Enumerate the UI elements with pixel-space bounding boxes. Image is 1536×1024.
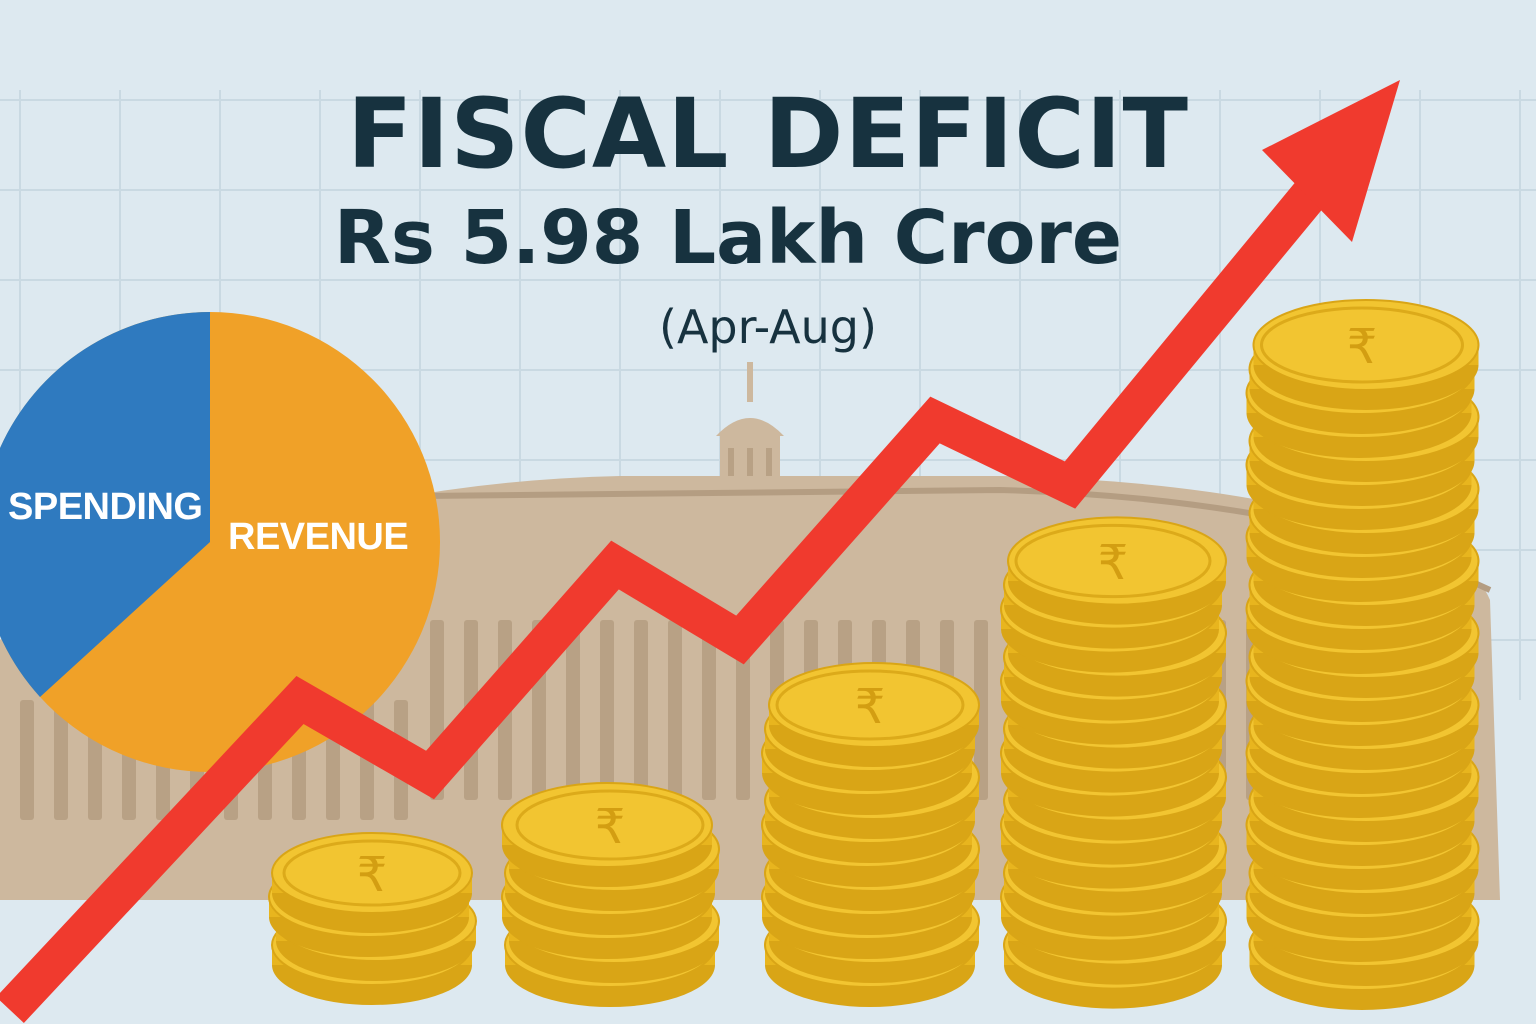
rupee-coin-icon: ₹ [595, 799, 626, 855]
period-label: (Apr-Aug) [659, 300, 877, 354]
rupee-coin-icon: ₹ [855, 679, 886, 735]
pie-label-spending: SPENDING [8, 486, 203, 528]
page-title: FISCAL DEFICIT [347, 78, 1189, 190]
rupee-coin-icon: ₹ [357, 847, 388, 903]
rupee-coin-icon: ₹ [1347, 319, 1378, 375]
coin-stack: ₹ [1000, 516, 1227, 1009]
pie-chart-icon [0, 312, 440, 772]
deficit-amount: Rs 5.98 Lakh Crore [333, 195, 1123, 281]
rising-arrow-icon [0, 80, 1400, 1023]
coin-stack: ₹ [501, 782, 720, 1007]
coin-stack: ₹ [268, 832, 477, 1005]
rupee-coin-icon: ₹ [1098, 535, 1129, 591]
rupee-coin-stacks: ₹ ₹ ₹ ₹ ₹ [268, 299, 1480, 1010]
pie-label-revenue: REVENUE [228, 516, 409, 558]
coin-stack: ₹ [761, 662, 980, 1007]
coin-stack: ₹ [1245, 299, 1480, 1010]
